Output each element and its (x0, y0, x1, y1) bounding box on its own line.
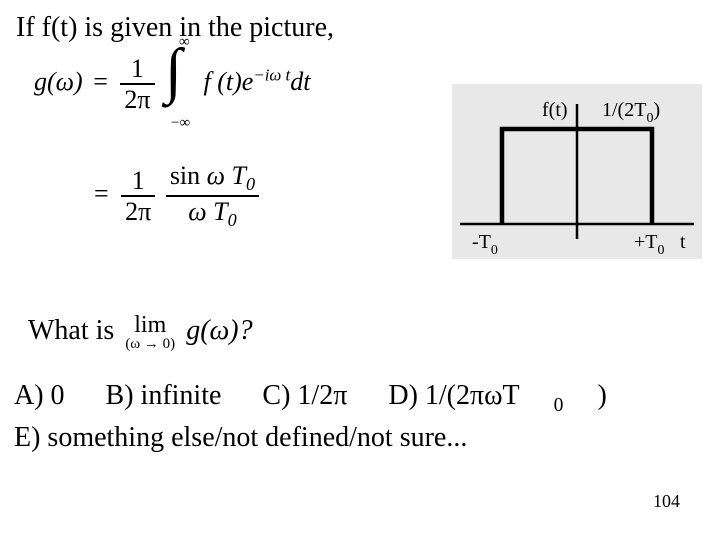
integrand-f: f (t)e (204, 67, 254, 96)
page-number: 104 (653, 491, 680, 512)
answers-row-1: A) 0 B) infinite C) 1/2π D) 1/(2πωT0) (14, 377, 710, 419)
answer-b[interactable]: B) infinite (106, 380, 222, 411)
answer-d-post: ) (597, 380, 606, 411)
sub-0-den: 0 (228, 210, 237, 230)
t-axis-label: t (680, 231, 686, 253)
int-lower: −∞ (171, 115, 190, 132)
integrand-exp: −iω t (253, 65, 290, 84)
f-of-t-label: f(t) (542, 99, 568, 121)
frac-den: 2π (120, 85, 154, 113)
lim-sub: (ω → 0) (125, 336, 175, 353)
what-is: What is (28, 315, 114, 347)
answer-d-sub: 0 (554, 395, 564, 416)
question-line: What is lim (ω → 0) g(ω)? (28, 308, 710, 353)
limit: lim (ω → 0) (125, 308, 175, 353)
sinc-num: sin ω T0 (166, 162, 259, 197)
lim-text: lim (134, 312, 166, 338)
integral-symbol: ∞ ∫ −∞ (165, 50, 187, 118)
sub-0-num: 0 (246, 174, 255, 194)
frac-num: 1 (120, 55, 154, 85)
answer-d[interactable]: D) 1/(2πωT0) (388, 380, 640, 411)
answer-choices: A) 0 B) infinite C) 1/2π D) 1/(2πωT0) E)… (14, 377, 710, 457)
sin-text: sin (170, 161, 200, 190)
intro-text: If f(t) is given in the picture, (16, 12, 710, 44)
equals-1: = (93, 67, 108, 96)
g-omega: g(ω) (34, 67, 83, 96)
answer-d-pre: D) 1/(2πωT (388, 380, 519, 411)
fourier-result: = 1 2π sin ω T0 ω T0 (90, 162, 261, 231)
frac-1-over-2pi-b: 1 2π (121, 167, 155, 226)
fourier-definition: g(ω) = 1 2π ∞ ∫ −∞ f (t)e−iω tdt (34, 50, 310, 118)
int-glyph: ∫ (165, 40, 182, 102)
integrand-dt: dt (290, 67, 310, 96)
omega-t0-num: ω T (207, 161, 246, 190)
frac-num-2: 1 (121, 167, 155, 197)
frac-1-over-2pi-a: 1 2π (120, 55, 154, 114)
sinc-den: ω T0 (166, 197, 259, 230)
answer-a[interactable]: A) 0 (14, 380, 65, 411)
answer-c[interactable]: C) 1/2π (262, 380, 347, 411)
rect-pulse-diagram: f(t) 1/(2T0) -T0 +T0 t (452, 84, 702, 259)
frac-den-2: 2π (121, 197, 155, 225)
g-of-omega-q: g(ω)? (186, 315, 252, 347)
omega-t0-den: ω T (188, 197, 227, 226)
frac-sinc: sin ω T0 ω T0 (166, 162, 259, 231)
answer-e[interactable]: E) something else/not defined/not sure..… (14, 419, 710, 457)
equals-2: = (94, 179, 109, 208)
